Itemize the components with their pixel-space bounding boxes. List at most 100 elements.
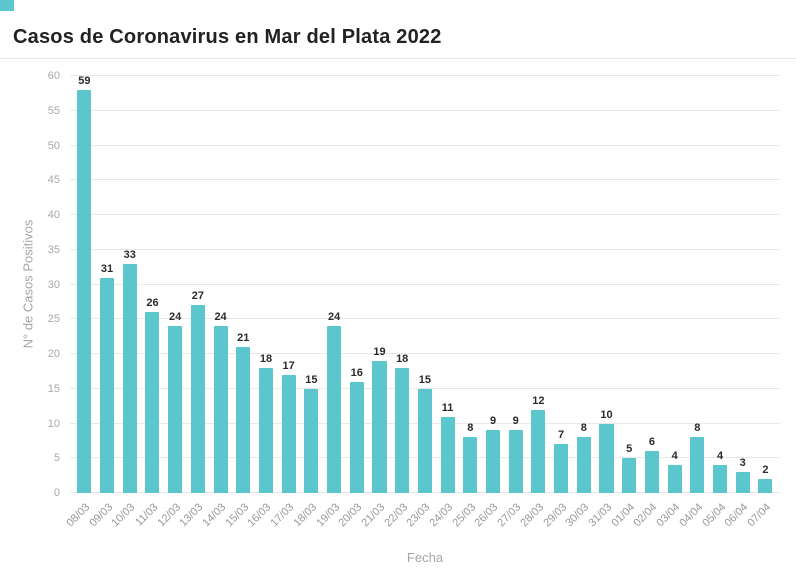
bar [576,437,591,493]
x-tick-label: 06/04 [722,501,751,530]
bar-group: 24 12/03 [155,76,187,530]
bar-group: 2 07/04 [745,76,777,530]
x-tick-label: 02/04 [631,501,660,530]
x-tick-label: 15/03 [223,501,252,530]
x-tick-label: 13/03 [177,501,206,530]
y-tick-label: 0 [53,487,60,499]
gridline [70,214,780,216]
x-axis-title: Fecha [406,550,444,565]
bar [100,277,115,493]
bar [77,90,92,493]
bar-value-label: 33 [123,248,136,261]
bar-value-label: 24 [327,311,341,324]
bar-value-label: 9 [489,415,497,428]
bar [372,360,387,493]
bar-group: 27 13/03 [178,76,210,529]
bar-value-label: 21 [237,332,250,345]
x-tick-label: 17/03 [268,501,297,530]
x-tick-label: 24/03 [427,501,456,530]
gridline [70,248,780,250]
bar [395,367,410,493]
y-tick-label: 50 [47,139,60,152]
bar [735,472,750,493]
bar-value-label: 27 [191,290,204,303]
x-tick-label: 25/03 [450,501,479,530]
bar-value-label: 11 [441,401,454,414]
bar [599,423,614,493]
bar-group: 3 06/04 [723,76,754,530]
bar-value-label: 10 [600,408,613,421]
bar-value-label: 18 [396,352,409,365]
y-tick-label: 45 [47,174,60,187]
bar-value-label: 31 [100,262,114,275]
bar-group: 21 15/03 [223,76,255,530]
bar [758,479,773,493]
bar-value-label: 5 [626,443,633,456]
x-tick-label: 31/03 [586,501,615,530]
x-tick-label: 22/03 [382,501,410,530]
bar [281,374,296,493]
bar-value-label: 8 [694,422,701,435]
bar-group: 7 29/03 [541,76,573,529]
bar-value-label: 7 [558,429,565,442]
bar-group: 18 22/03 [382,76,414,529]
bar-value-label: 2 [762,464,769,477]
bar [349,381,364,493]
gridline [70,179,780,181]
bar-group: 33 10/03 [110,76,141,529]
bar-value-label: 24 [214,311,227,324]
bar-group: 9 26/03 [473,76,505,529]
bar [258,367,273,493]
bar-group: 18 16/03 [246,76,278,529]
x-tick-label: 28/03 [518,501,547,530]
x-tick-label: 03/04 [654,501,683,530]
bar-value-label: 4 [671,450,678,463]
bar [327,326,342,493]
x-tick-label: 07/04 [745,501,774,530]
x-tick-label: 27/03 [495,501,524,530]
bar-value-label: 26 [146,297,159,310]
gridline [70,283,780,285]
x-tick-label: 21/03 [359,501,388,530]
gridline [70,75,780,76]
x-tick-label: 04/04 [677,501,706,530]
bar [508,430,523,493]
y-tick-label: 40 [47,209,60,222]
bar [236,347,251,493]
bar-group: 24 19/03 [314,76,346,530]
bar [440,416,455,493]
gridline [70,387,780,389]
bar-value-label: 59 [78,75,91,87]
header-divider [0,58,796,59]
bar-group: 31 09/03 [87,76,119,529]
bar-group: 15 23/03 [405,76,437,529]
x-tick-label: 20/03 [336,501,365,530]
brand-mark [0,0,14,11]
bar-value-label: 16 [350,366,363,379]
plot-area: 59 08/03 31 09/03 33 10/03 26 11/03 24 12/03 27 13/… [64,75,780,530]
bar [417,388,432,493]
bar-group: 59 08/03 [64,75,96,530]
bar-value-label: 19 [373,345,386,358]
x-tick-label: 30/03 [563,501,592,530]
gridline [70,109,780,111]
bar [122,263,137,493]
y-tick-label: 20 [47,348,60,361]
bar-group: 10 31/03 [586,76,618,529]
bar [213,326,228,493]
gridline [70,353,780,355]
bar-chart: 0 5 10 15 20 25 30 35 40 45 50 55 60 59 08/03 31 09/03 3… [48,70,780,530]
bar-value-label: 8 [580,422,587,435]
bar-group: 26 11/03 [133,76,164,529]
bar-value-label: 17 [282,359,295,372]
bar-value-label: 3 [739,457,746,470]
x-tick-label: 05/04 [699,501,728,530]
bar-group: 12 28/03 [518,76,550,529]
bar-group: 9 27/03 [496,76,527,529]
bar [463,437,478,493]
x-tick-label: 09/03 [86,501,115,530]
bar-group: 11 24/03 [427,76,459,529]
bar-group: 15 18/03 [291,76,323,529]
bar [485,430,501,493]
bar-value-label: 15 [418,373,432,386]
